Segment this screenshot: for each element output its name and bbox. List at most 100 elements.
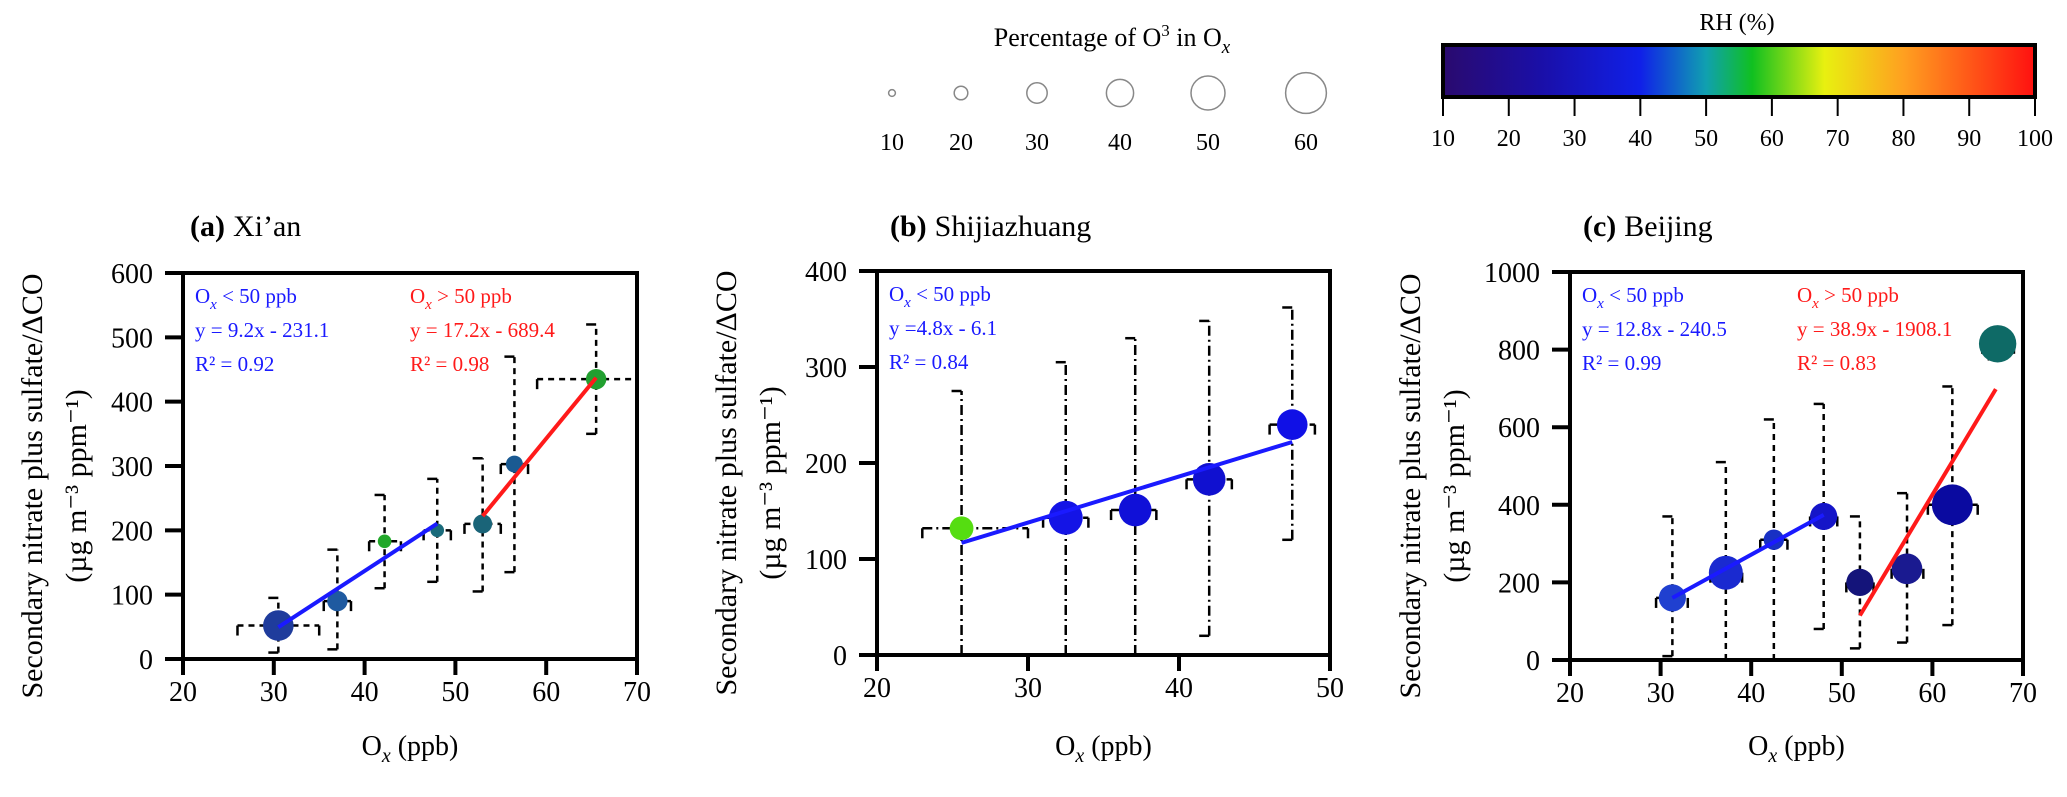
panel-title: (a) Xi’an bbox=[190, 210, 301, 243]
panel-title: (b) Shijiazhuang bbox=[890, 210, 1091, 243]
plot-frame bbox=[1568, 270, 2025, 662]
y-tick-label: 500 bbox=[111, 323, 153, 354]
data-point bbox=[377, 534, 392, 549]
regime-label: Ox < 50 ppb bbox=[1582, 283, 1684, 312]
regression-equation: y = 17.2x - 689.4 bbox=[410, 318, 555, 342]
y-axis-label: Secondary nitrate plus sulfate/ΔCO bbox=[1394, 273, 1427, 698]
size-legend-circle bbox=[1026, 82, 1048, 104]
y-axis-label-units: (µg m⁻³ ppm⁻¹) bbox=[754, 386, 787, 580]
size-legend-label: 40 bbox=[1108, 130, 1132, 156]
y-tick-label: 0 bbox=[139, 645, 153, 676]
y-tick-label: 100 bbox=[805, 545, 847, 576]
y-tick-label: 200 bbox=[111, 516, 153, 547]
x-axis-label: Ox (ppb) bbox=[362, 731, 459, 767]
x-tick-label: 70 bbox=[2009, 678, 2037, 709]
data-point bbox=[505, 455, 523, 473]
x-tick-label: 50 bbox=[441, 677, 469, 708]
x-tick-label: 20 bbox=[863, 673, 891, 704]
size-legend-title: Percentage of O3 in Ox bbox=[994, 21, 1231, 58]
color-legend-label: 10 bbox=[1431, 126, 1455, 152]
size-legend-circle bbox=[953, 85, 969, 101]
data-point bbox=[327, 590, 348, 612]
x-tick-label: 60 bbox=[532, 677, 560, 708]
y-tick-label: 300 bbox=[111, 452, 153, 483]
y-tick-label: 600 bbox=[111, 259, 153, 290]
size-legend-label: 30 bbox=[1025, 130, 1049, 156]
data-point bbox=[473, 514, 493, 534]
y-tick-label: 200 bbox=[805, 449, 847, 480]
regression-annotation: Ox < 50 ppb y = 9.2x - 231.1 R² = 0.92 bbox=[195, 284, 329, 376]
x-tick-label: 30 bbox=[1647, 678, 1675, 709]
data-point bbox=[1276, 409, 1308, 440]
color-legend-label: 80 bbox=[1891, 126, 1915, 152]
r-squared: R² = 0.92 bbox=[195, 352, 274, 376]
size-legend-circle bbox=[1105, 78, 1135, 108]
regression-line bbox=[1671, 513, 1825, 600]
x-tick-label: 40 bbox=[1165, 673, 1193, 704]
regression-annotation: Ox < 50 ppb y = 12.8x - 240.5 R² = 0.99 bbox=[1582, 283, 1727, 375]
regression-equation: y = 12.8x - 240.5 bbox=[1582, 317, 1727, 341]
color-legend-title: RH (%) bbox=[1699, 10, 1774, 36]
regression-line bbox=[960, 440, 1293, 545]
regression-equation: y =4.8x - 6.1 bbox=[889, 316, 997, 340]
y-tick-label: 600 bbox=[1498, 413, 1540, 444]
regression-annotation: Ox > 50 ppb y = 38.9x - 1908.1 R² = 0.83 bbox=[1797, 283, 1952, 375]
y-axis-label: Secondary nitrate plus sulfate/ΔCO bbox=[16, 273, 49, 698]
y-tick-label: 400 bbox=[805, 257, 847, 288]
y-tick-label: 400 bbox=[111, 388, 153, 419]
size-legend-circle bbox=[1190, 75, 1226, 111]
regression-line bbox=[1858, 388, 1998, 617]
r-squared: R² = 0.98 bbox=[410, 352, 489, 376]
x-tick-label: 30 bbox=[1014, 673, 1042, 704]
color-bar bbox=[1441, 43, 2037, 99]
y-tick-label: 1000 bbox=[1484, 258, 1540, 289]
regime-label: Ox < 50 ppb bbox=[195, 284, 297, 313]
x-tick-label: 20 bbox=[1556, 678, 1584, 709]
r-squared: R² = 0.84 bbox=[889, 350, 969, 374]
data-point bbox=[1846, 568, 1874, 597]
data-point bbox=[1118, 493, 1152, 527]
regime-label: Ox > 50 ppb bbox=[1797, 283, 1899, 312]
regression-equation: y = 9.2x - 231.1 bbox=[195, 318, 329, 342]
panel-b: (b) Shijiazhuang 0 100 200 300 400 20 30 40 50 Ox (… bbox=[710, 210, 1344, 767]
x-tick-label: 50 bbox=[1828, 678, 1856, 709]
y-axis-label-units: (µg m⁻³ ppm⁻¹) bbox=[1438, 389, 1471, 583]
data-point bbox=[1978, 325, 2017, 363]
data-point bbox=[1891, 553, 1923, 585]
r-squared: R² = 0.99 bbox=[1582, 351, 1661, 375]
size-legend: Percentage of O3 in Ox 10 20 30 40 50 60 bbox=[880, 21, 1328, 156]
color-legend-label: 40 bbox=[1628, 126, 1652, 152]
y-tick-label: 400 bbox=[1498, 491, 1540, 522]
x-axis-label: Ox (ppb) bbox=[1748, 731, 1845, 767]
color-legend-label: 50 bbox=[1694, 126, 1718, 152]
y-axis-label-units: (µg m⁻³ ppm⁻¹) bbox=[60, 389, 93, 583]
x-tick-label: 70 bbox=[623, 677, 651, 708]
data-point bbox=[1931, 484, 1973, 526]
data-point bbox=[1658, 584, 1686, 612]
y-tick-label: 100 bbox=[111, 581, 153, 612]
error-bar bbox=[921, 389, 1030, 657]
y-tick-label: 800 bbox=[1498, 336, 1540, 367]
color-legend-label: 70 bbox=[1826, 126, 1850, 152]
color-legend-label: 60 bbox=[1760, 126, 1784, 152]
regression-line bbox=[481, 376, 598, 518]
size-legend-circle bbox=[887, 88, 897, 98]
x-tick-label: 20 bbox=[169, 677, 197, 708]
color-legend-label: 20 bbox=[1497, 126, 1521, 152]
y-tick-label: 300 bbox=[805, 353, 847, 384]
size-legend-label: 20 bbox=[949, 130, 973, 156]
panel-c: (c) Beijing 0 200 400 600 800 1000 20 30 40 50 60 70 O… bbox=[1394, 210, 2037, 767]
x-tick-label: 30 bbox=[260, 677, 288, 708]
y-tick-label: 200 bbox=[1498, 568, 1540, 599]
y-tick-label: 0 bbox=[833, 641, 847, 672]
x-tick-label: 40 bbox=[1737, 678, 1765, 709]
regression-equation: y = 38.9x - 1908.1 bbox=[1797, 317, 1952, 341]
regime-label: Ox > 50 ppb bbox=[410, 284, 512, 313]
regime-label: Ox < 50 ppb bbox=[889, 282, 991, 311]
color-legend: RH (%) 10 20 30 40 50 60 70 80 90 100 bbox=[1431, 10, 2053, 152]
data-point bbox=[949, 516, 974, 541]
size-legend-label: 60 bbox=[1294, 130, 1318, 156]
panel-title: (c) Beijing bbox=[1583, 210, 1713, 243]
regression-annotation: Ox > 50 ppb y = 17.2x - 689.4 R² = 0.98 bbox=[410, 284, 555, 376]
